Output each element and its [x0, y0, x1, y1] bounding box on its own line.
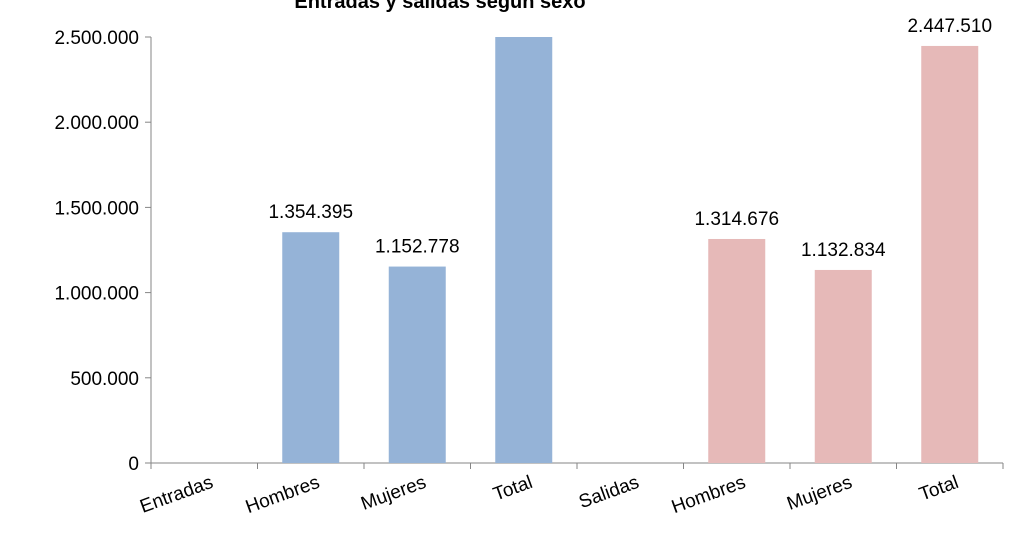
- bar: [282, 232, 340, 463]
- bars: [282, 37, 979, 463]
- bar: [814, 269, 872, 463]
- bar: [495, 37, 553, 463]
- bar-data-label: 1.132.834: [801, 240, 886, 261]
- y-tick-label: 1.000.000: [54, 284, 139, 305]
- bar: [921, 45, 979, 463]
- x-category-label: Mujeres: [784, 472, 855, 515]
- x-category-label: Hombres: [243, 472, 323, 518]
- bar-data-label: 1.354.395: [268, 202, 353, 223]
- bar-data-label: 1.152.778: [375, 237, 460, 258]
- axes: 0 500.000 1.000.000 1.500.000 2.000.000 2.500…: [54, 28, 1004, 475]
- x-category-label: Mujeres: [358, 472, 429, 515]
- x-category-label: Hombres: [669, 472, 749, 518]
- chart-title: Entradas y salidas según sexo: [294, 0, 585, 13]
- x-category-label: Total: [491, 472, 536, 505]
- bar: [708, 238, 766, 463]
- bar: [388, 266, 446, 463]
- x-category-label: Total: [917, 472, 962, 505]
- y-tick-label: 2.000.000: [54, 113, 139, 134]
- x-category-label: Salidas: [576, 472, 642, 513]
- x-category-label: Entradas: [137, 472, 216, 518]
- bar-data-label: 1.314.676: [694, 209, 779, 230]
- y-tick-label: 500.000: [70, 369, 139, 390]
- y-tick-label: 1.500.000: [54, 198, 139, 219]
- bar-data-label: 2.447.510: [907, 16, 992, 37]
- y-tick-label: 0: [128, 454, 139, 475]
- y-tick-label: 2.500.000: [54, 28, 139, 49]
